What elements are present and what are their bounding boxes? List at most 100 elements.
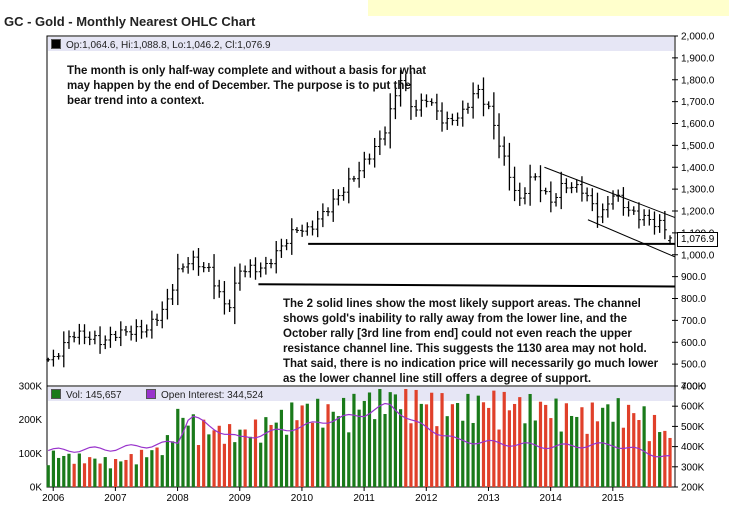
- volume-bar: [492, 390, 496, 487]
- ohlc-bars: [46, 69, 673, 368]
- volume-bar: [57, 457, 61, 487]
- volume-bars: [46, 389, 672, 487]
- title-band: [368, 0, 729, 16]
- volume-bar: [300, 405, 304, 487]
- volume-bar: [279, 409, 284, 487]
- volume-bar: [595, 421, 600, 487]
- volume-bar: [606, 404, 610, 487]
- volume-bar: [248, 436, 252, 487]
- volume-bar: [202, 419, 206, 487]
- volume-bar: [181, 417, 185, 487]
- volume-tick-label: 100K: [19, 449, 43, 460]
- volume-bar: [642, 406, 646, 487]
- grid-layer: [672, 35, 678, 488]
- volume-bar: [357, 409, 361, 487]
- volume-bar: [398, 409, 403, 487]
- volume-bar: [518, 397, 522, 487]
- volume-bar: [160, 455, 164, 487]
- annotation-month-context: The month is only half-way complete and …: [67, 65, 427, 107]
- x-tick-label: 2010: [291, 493, 314, 504]
- volume-bar: [290, 402, 294, 487]
- volume-bar: [46, 465, 50, 487]
- y-tick-label: 400.0: [681, 382, 706, 393]
- x-tick-label: 2008: [166, 493, 189, 504]
- volume-bar: [139, 449, 144, 487]
- volume-bar: [487, 407, 491, 487]
- y-tick-label: 1,800.0: [681, 75, 715, 86]
- x-tick-label: 2015: [602, 493, 625, 504]
- volume-bar: [336, 416, 341, 487]
- x-tick-label: 2012: [415, 493, 438, 504]
- volume-tick-label: 200K: [19, 415, 43, 426]
- volume-bar: [455, 403, 460, 487]
- volume-bar: [450, 404, 455, 487]
- volume-tick-label: 0K: [30, 483, 43, 494]
- volume-legend-text: Vol: 145,657: [66, 390, 122, 401]
- volume-bar: [668, 437, 672, 487]
- volume-bar: [601, 407, 605, 487]
- price-legend-band: [48, 37, 674, 51]
- volume-bar: [523, 423, 527, 487]
- volume-bar: [430, 392, 434, 487]
- volume-bar: [217, 425, 221, 487]
- volume-bar: [103, 457, 107, 487]
- oi-tick-label: 200K: [681, 483, 705, 494]
- volume-legend-swatch: [51, 389, 61, 399]
- volume-bar: [295, 420, 299, 487]
- volume-bar: [129, 454, 133, 487]
- volume-bar: [238, 429, 242, 487]
- volume-bar: [77, 453, 81, 487]
- volume-bar: [108, 468, 113, 487]
- open-interest-legend: Open Interest: 344,524: [146, 389, 263, 401]
- volume-bar: [419, 403, 423, 487]
- oi-tick-label: 600K: [681, 402, 705, 413]
- volume-bar: [445, 416, 449, 487]
- volume-bar: [207, 434, 211, 487]
- volume-bar: [367, 392, 372, 487]
- volume-bar: [575, 416, 579, 487]
- oi-tick-label: 400K: [681, 442, 705, 453]
- annotation-support-areas: The 2 solid lines show the most likely s…: [283, 298, 659, 385]
- volume-bar: [114, 459, 118, 487]
- volume-bar: [196, 445, 201, 487]
- volume-bar: [647, 441, 651, 487]
- volume-bar: [533, 420, 537, 487]
- volume-bar: [544, 404, 548, 487]
- x-tick-label: 2013: [477, 493, 500, 504]
- volume-bar: [227, 424, 232, 487]
- volume-bar: [191, 414, 195, 487]
- volume-bar: [341, 397, 346, 487]
- volume-bar: [393, 394, 398, 487]
- volume-bar: [212, 430, 216, 487]
- volume-bar: [663, 430, 667, 487]
- volume-bar: [347, 432, 351, 487]
- y-tick-label: 1,700.0: [681, 97, 715, 108]
- volume-bar: [637, 420, 641, 487]
- volume-bar: [274, 422, 278, 487]
- volume-bar: [383, 414, 387, 487]
- volume-bar: [352, 393, 356, 487]
- volume-bar: [82, 463, 87, 487]
- x-tick-label: 2007: [104, 493, 127, 504]
- volume-bar: [652, 414, 657, 487]
- oi-tick-label: 500K: [681, 422, 705, 433]
- volume-bar: [414, 389, 418, 487]
- volume-bar: [62, 455, 66, 487]
- volume-tick-label: 300K: [19, 382, 43, 393]
- open-interest-series: [47, 402, 671, 458]
- volume-bar: [616, 398, 620, 487]
- volume-bar: [476, 395, 480, 487]
- volume-bar: [145, 457, 149, 487]
- volume-bar: [269, 424, 273, 487]
- volume-bar: [440, 393, 444, 487]
- volume-bar: [259, 442, 263, 487]
- x-tick-label: 2006: [42, 493, 65, 504]
- volume-bar: [67, 453, 71, 487]
- channel-line: [587, 219, 676, 258]
- chart-title: GC - Gold - Monthly Nearest OHLC Chart: [4, 14, 256, 29]
- x-tick-label: 2014: [540, 493, 563, 504]
- volume-bar: [165, 435, 170, 487]
- volume-bar: [497, 429, 501, 487]
- volume-bar: [186, 425, 190, 487]
